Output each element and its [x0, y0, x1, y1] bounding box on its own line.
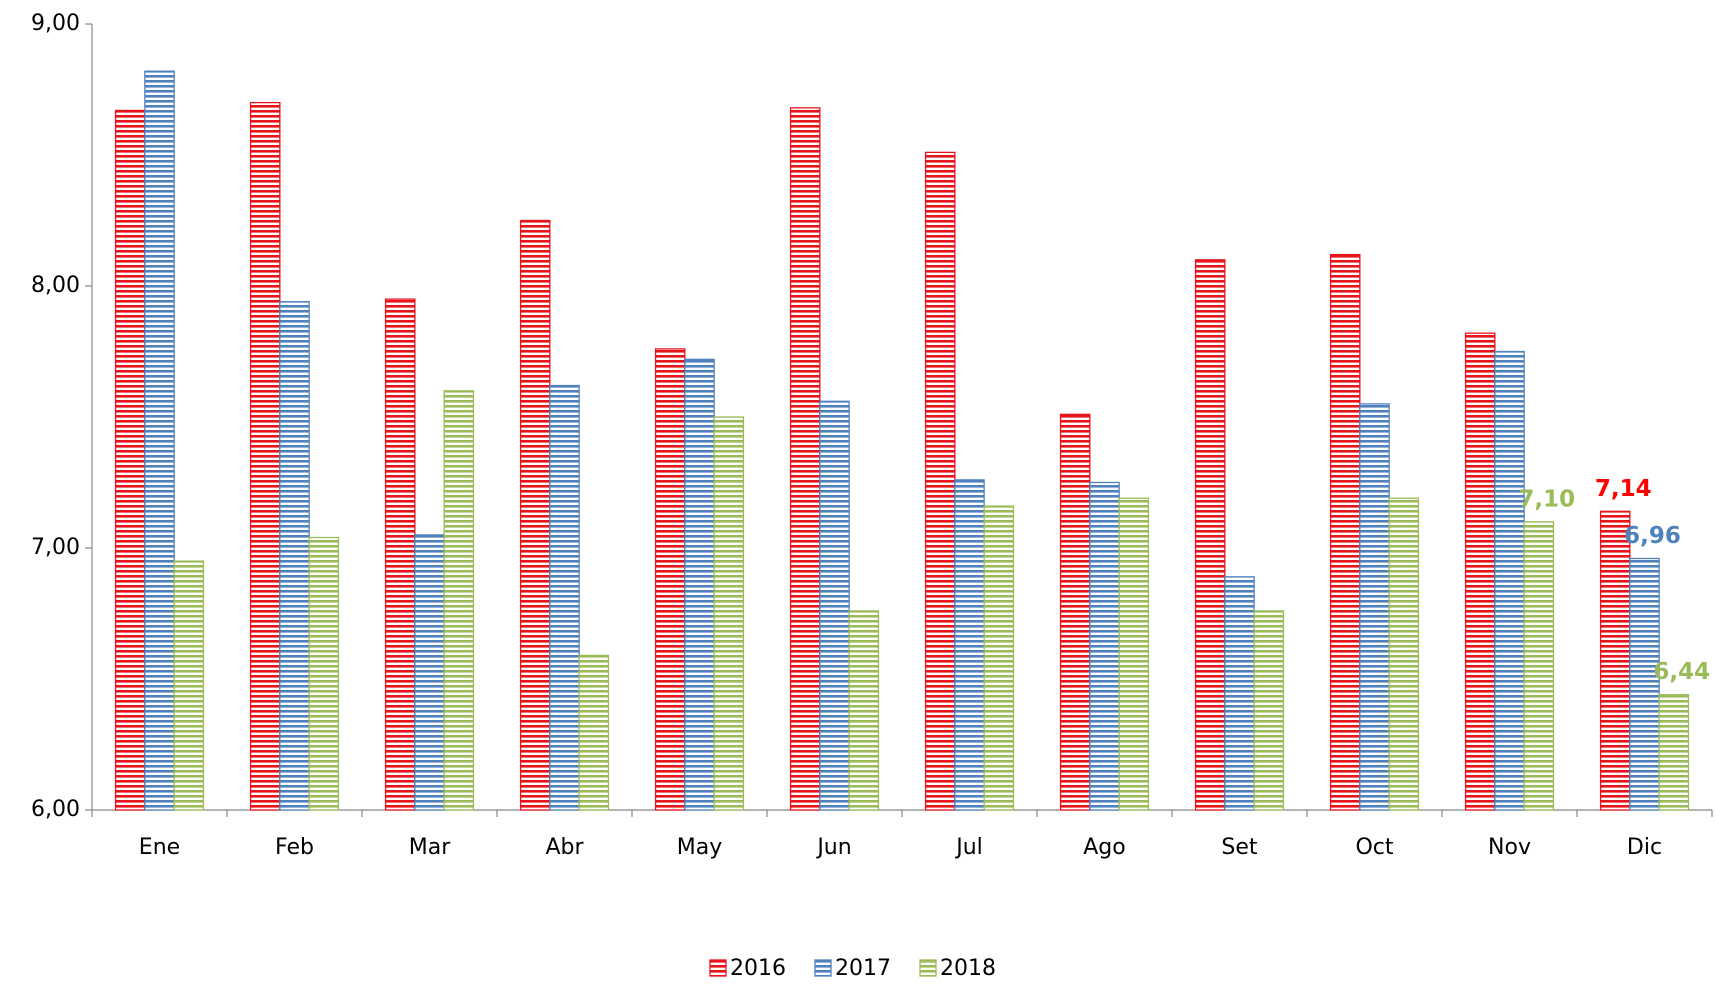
data-label: 6,44 — [1653, 659, 1710, 685]
legend-label: 2018 — [940, 956, 996, 981]
bar — [249, 101, 281, 811]
bar — [1253, 610, 1285, 811]
x-tick-label: Jul — [954, 835, 983, 860]
x-tick-label: May — [677, 835, 722, 860]
bar — [1494, 350, 1525, 811]
bar — [983, 505, 1015, 811]
data-label: 7,14 — [1595, 476, 1652, 502]
bar — [308, 536, 340, 811]
bar — [1329, 253, 1361, 811]
bar — [414, 534, 445, 811]
bar — [848, 610, 880, 811]
data-label: 6,96 — [1624, 523, 1681, 549]
bar — [549, 384, 580, 811]
bar — [1089, 481, 1120, 811]
x-tick-label: Jun — [815, 835, 851, 860]
bar — [1359, 403, 1390, 811]
bar — [114, 109, 146, 811]
x-tick-label: Ene — [139, 835, 180, 860]
bar — [578, 654, 610, 811]
x-tick-label: Nov — [1488, 835, 1531, 860]
y-tick-label: 8,00 — [31, 273, 80, 298]
bar — [1194, 259, 1226, 811]
y-tick-label: 9,00 — [31, 11, 80, 36]
bar — [384, 298, 416, 811]
legend-label: 2016 — [730, 956, 786, 981]
x-tick-label: Feb — [275, 835, 314, 860]
bar — [173, 560, 205, 811]
legend-swatch — [709, 959, 727, 977]
bar — [1658, 694, 1690, 811]
x-tick-label: Set — [1221, 835, 1258, 860]
bar — [819, 400, 850, 811]
y-tick-label: 7,00 — [31, 535, 80, 560]
bar — [1523, 521, 1555, 811]
bar — [144, 70, 175, 811]
x-tick-label: Ago — [1083, 835, 1125, 860]
bar — [1059, 413, 1091, 811]
bar — [1224, 576, 1255, 811]
bar — [443, 390, 475, 811]
bar — [684, 358, 715, 811]
bar — [713, 416, 745, 811]
x-tick-label: Mar — [409, 835, 451, 860]
bar — [1464, 332, 1496, 811]
bar — [1629, 557, 1660, 811]
bar — [924, 151, 956, 811]
x-tick-label: Dic — [1627, 835, 1662, 860]
y-tick-label: 6,00 — [31, 797, 80, 822]
data-label: 7,10 — [1518, 486, 1575, 512]
bar — [954, 479, 985, 811]
bar — [519, 219, 551, 811]
legend-label: 2017 — [835, 956, 891, 981]
bar — [279, 301, 310, 811]
legend-swatch — [919, 959, 937, 977]
bar — [654, 348, 686, 811]
x-tick-label: Abr — [545, 835, 584, 860]
bar — [1599, 510, 1631, 811]
bar — [789, 107, 821, 811]
legend-swatch — [814, 959, 832, 977]
bar — [1388, 497, 1420, 811]
bar — [1118, 497, 1150, 811]
x-tick-label: Oct — [1355, 835, 1393, 860]
